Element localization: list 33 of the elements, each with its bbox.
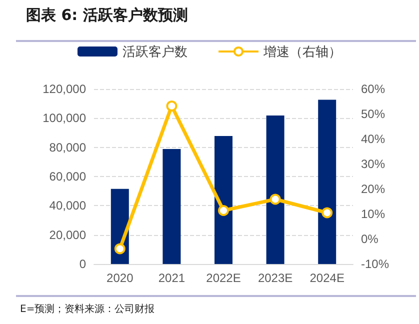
y-tick-label: 0	[79, 257, 86, 271]
legend-label: 活跃客户数	[122, 44, 188, 59]
point	[114, 243, 126, 254]
point	[322, 207, 333, 218]
y-tick-label: 100,000	[42, 111, 86, 126]
x-tick-label: 2023E	[258, 271, 293, 285]
y-tick-label: 120,000	[42, 82, 86, 96]
y2-tick-label: 60%	[361, 82, 386, 96]
y2-tick-label: 50%	[361, 107, 386, 121]
y2-tick-label: 0%	[361, 232, 379, 246]
y-tick-label: 80,000	[49, 140, 86, 154]
chart-title: 图表 6: 活跃客户数预测	[26, 6, 188, 25]
x-tick-label: 2024E	[310, 271, 344, 285]
point	[270, 194, 281, 205]
y-tick-label: 40,000	[49, 198, 86, 213]
y2-tick-label: 40%	[361, 132, 386, 146]
y-tick-label: 20,000	[49, 228, 86, 242]
x-tick-label: 2020	[106, 271, 134, 285]
point	[218, 205, 229, 216]
text: E=预测；资料来源：公司财报	[20, 302, 155, 316]
y2-tick-label: 10%	[361, 207, 386, 221]
point	[166, 100, 178, 112]
legend-label: 增速（右轴）	[262, 44, 342, 59]
x-tick-label: 2021	[158, 271, 186, 285]
bar	[162, 148, 181, 264]
bar	[318, 100, 336, 264]
bar	[214, 136, 232, 264]
x-tick-label: 2022E	[206, 271, 241, 285]
y-tick-label: 60,000	[49, 170, 86, 184]
y2-tick-label: -10%	[361, 257, 390, 271]
y2-tick-label: 20%	[361, 182, 386, 196]
bar	[266, 116, 284, 264]
y2-tick-label: 30%	[361, 157, 386, 171]
